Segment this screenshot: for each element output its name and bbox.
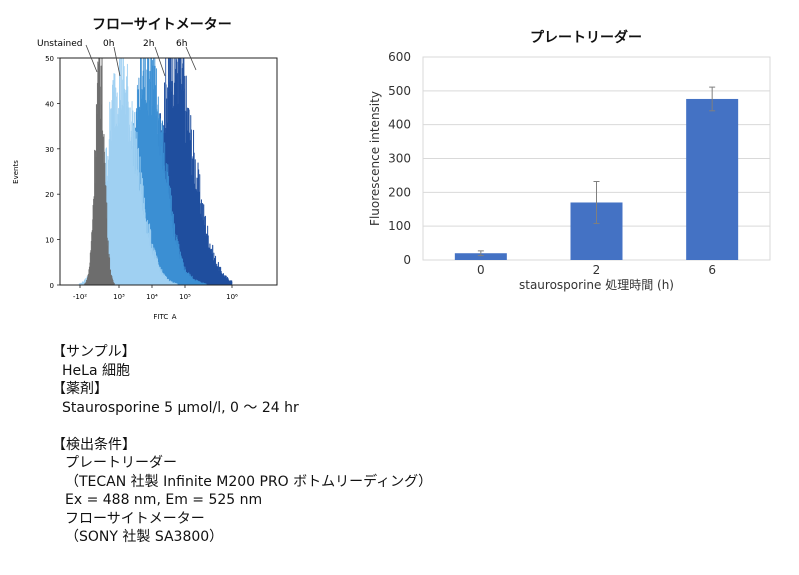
x-axis-label: FITC_A xyxy=(153,313,176,320)
x-tick-label: 10³ xyxy=(113,293,125,301)
sample-header: 【サンプル】 xyxy=(52,344,136,360)
x-tick-label: 0 xyxy=(477,263,485,277)
plot-frame xyxy=(59,57,278,286)
histogram-series xyxy=(78,57,233,286)
condition-line: （TECAN 社製 Infinite M200 PRO ボトムリーディング） xyxy=(65,473,433,490)
y-tick-label: 20 xyxy=(45,191,54,199)
y-tick-label: 600 xyxy=(388,50,411,64)
peak-pointer-line xyxy=(154,46,166,77)
y-tick-label: 40 xyxy=(45,100,54,108)
peak-pointer-line xyxy=(185,46,197,71)
conditions-header: 【検出条件】 xyxy=(52,436,136,453)
peak-pointer-line xyxy=(113,46,121,77)
x-tick-label: 2 xyxy=(593,263,601,277)
y-tick-label: 0 xyxy=(50,282,54,290)
flow-chart-title: フローサイトメーター xyxy=(92,17,232,33)
y-tick-label: 10 xyxy=(45,237,54,245)
plate-chart-title: プレートリーダー xyxy=(530,30,642,46)
experiment-info: 【サンプル】 HeLa 細胞 【薬剤】 Staurosporine 5 µmol… xyxy=(52,343,432,547)
y-axis-title: Fluorescence intensity xyxy=(368,91,382,226)
y-tick-label: 100 xyxy=(388,219,411,233)
flow-histogram: 0 10 20 30 40 50 -10² 10³ 10⁴ 10⁵ 10⁶ Events FITC_A U… xyxy=(12,39,278,320)
condition-line: フローサイトメーター xyxy=(65,510,205,527)
condition-line: プレートリーダー xyxy=(65,455,177,471)
x-tick-label: 10⁵ xyxy=(179,293,191,301)
y-tick-label: 50 xyxy=(45,55,54,63)
peak-pointer-line xyxy=(85,44,98,73)
y-tick-label: 300 xyxy=(388,152,411,166)
flow-axes: 0 10 20 30 40 50 -10² 10³ 10⁴ 10⁵ 10⁶ Events FITC_A U… xyxy=(12,39,278,320)
peak-label: Unstained xyxy=(37,39,82,49)
y-tick-label: 400 xyxy=(388,118,411,132)
peak-label: 2h xyxy=(143,39,154,49)
x-tick-label: 10⁴ xyxy=(146,293,158,301)
bar-0 xyxy=(454,253,507,260)
condition-line: Ex = 488 nm, Em = 525 nm xyxy=(65,492,263,508)
x-tick-label: 6 xyxy=(708,263,716,277)
y-tick-label: 0 xyxy=(403,253,411,267)
x-tick-label: 10⁶ xyxy=(226,293,238,301)
drug-value: Staurosporine 5 µmol/l, 0 ～ 24 hr xyxy=(62,399,299,416)
peak-label: 6h xyxy=(176,39,187,49)
plate-bar-chart: 0 100 200 300 400 500 600 0 2 6 staurosporine 処理時間… xyxy=(368,50,771,292)
histogram-unstained xyxy=(84,57,115,286)
x-axis-title: staurosporine 処理時間 (h) xyxy=(519,278,674,292)
y-tick-label: 500 xyxy=(388,84,411,98)
x-tick-label: -10² xyxy=(73,293,87,301)
bar-6 xyxy=(686,98,739,260)
condition-line: （SONY 社製 SA3800） xyxy=(65,529,224,545)
y-tick-label: 30 xyxy=(45,146,54,154)
y-axis-label: Events xyxy=(12,160,20,184)
y-tick-label: 200 xyxy=(388,185,411,199)
drug-header: 【薬剤】 xyxy=(52,381,108,397)
peak-label: 0h xyxy=(103,39,114,49)
sample-value: HeLa 細胞 xyxy=(62,362,130,379)
